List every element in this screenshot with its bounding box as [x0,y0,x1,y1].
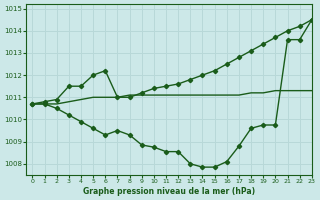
X-axis label: Graphe pression niveau de la mer (hPa): Graphe pression niveau de la mer (hPa) [83,187,255,196]
